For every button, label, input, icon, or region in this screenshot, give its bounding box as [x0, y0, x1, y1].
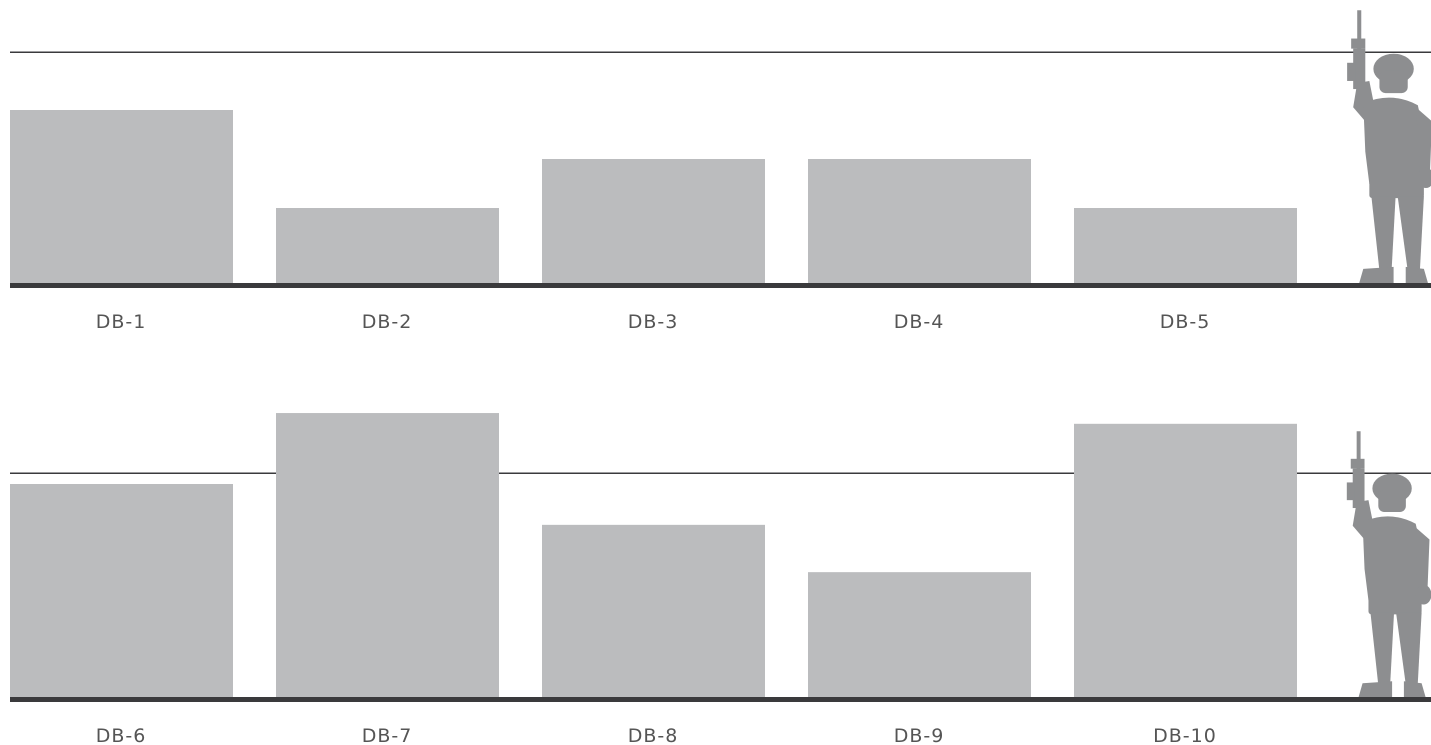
- category-label: DB-8: [628, 725, 679, 745]
- bar-db-6: [10, 484, 233, 699]
- category-label: DB-10: [1153, 725, 1217, 745]
- chart-panel-top: DB-1 DB-2 DB-3 DB-4 DB-5: [10, 10, 1431, 333]
- bar-db-10: [1074, 423, 1297, 699]
- category-label: DB-2: [362, 311, 413, 333]
- chart-panel-bottom: DB-6 DB-7 DB-8 DB-9 DB-10: [10, 413, 1431, 745]
- category-label: DB-9: [894, 725, 945, 745]
- bar-db-8: [542, 524, 765, 699]
- bar-db-1: [10, 110, 233, 285]
- bar-db-3: [542, 159, 765, 285]
- category-label: DB-6: [96, 725, 147, 745]
- bar-db-7: [276, 413, 499, 699]
- category-label: DB-3: [628, 311, 679, 333]
- baseline: [10, 697, 1431, 702]
- bar-db-9: [808, 572, 1031, 699]
- bar-db-4: [808, 159, 1031, 285]
- category-label: DB-4: [894, 311, 945, 333]
- soldier-silhouette-icon: [1346, 431, 1431, 697]
- category-label: DB-7: [362, 725, 413, 745]
- bar-db-2: [276, 208, 499, 285]
- category-label: DB-1: [96, 311, 147, 333]
- baseline: [10, 283, 1431, 288]
- category-label: DB-5: [1160, 311, 1211, 333]
- soldier-silhouette-icon: [1347, 10, 1431, 283]
- bar-db-5: [1074, 208, 1297, 285]
